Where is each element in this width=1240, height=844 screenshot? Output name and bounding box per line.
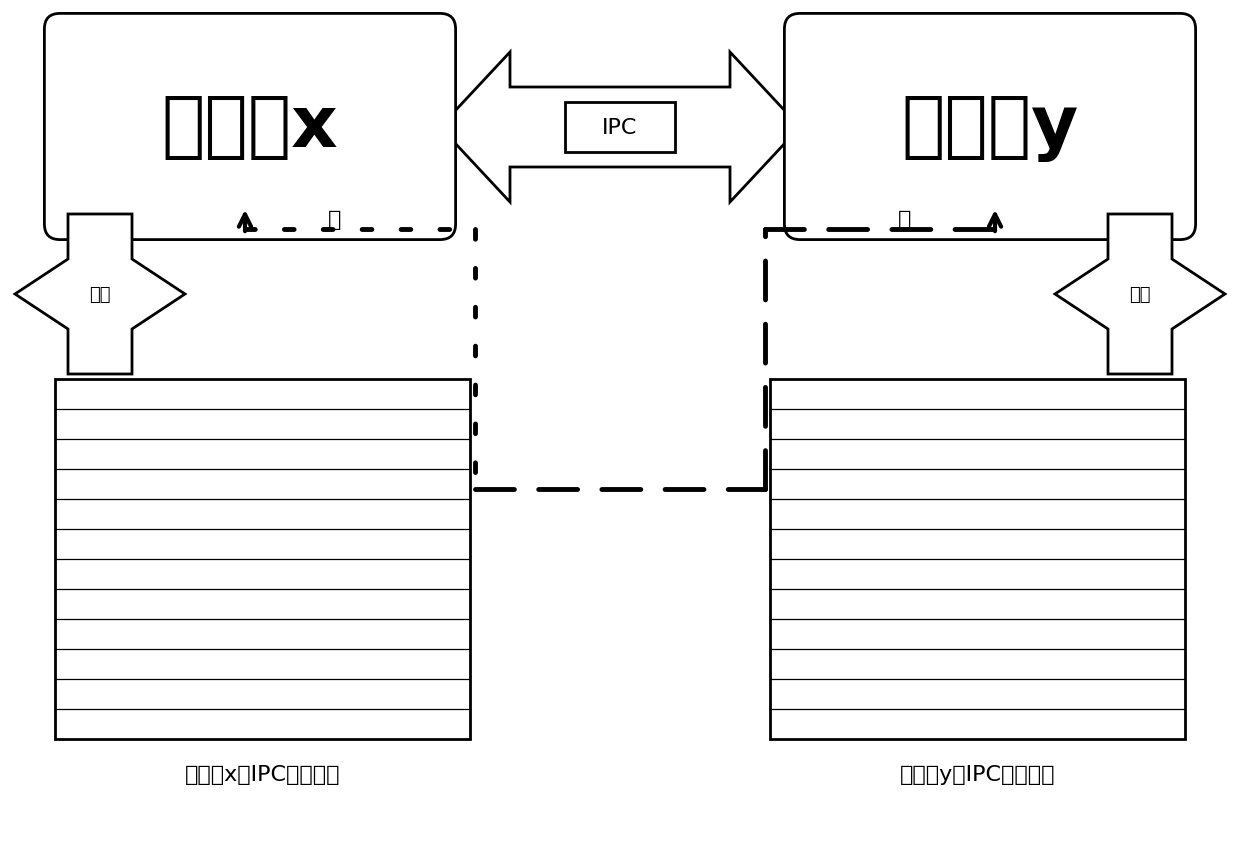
FancyBboxPatch shape xyxy=(785,14,1195,241)
Text: IPC: IPC xyxy=(603,118,637,138)
Text: 写操: 写操 xyxy=(89,285,110,304)
Text: 处理器x: 处理器x xyxy=(161,93,339,162)
Bar xyxy=(770,380,1185,739)
Text: 处理器y的IPC通讯内存: 处理器y的IPC通讯内存 xyxy=(900,764,1055,784)
Polygon shape xyxy=(1055,214,1225,375)
Bar xyxy=(55,380,470,739)
Text: 处理器x的IPC通讯内存: 处理器x的IPC通讯内存 xyxy=(185,764,340,784)
Polygon shape xyxy=(15,214,185,375)
Polygon shape xyxy=(440,53,800,203)
Text: 写操: 写操 xyxy=(1130,285,1151,304)
Text: 读: 读 xyxy=(329,210,342,230)
Bar xyxy=(565,103,675,153)
Text: 处理器y: 处理器y xyxy=(901,93,1079,162)
Text: 读: 读 xyxy=(898,210,911,230)
FancyBboxPatch shape xyxy=(45,14,455,241)
